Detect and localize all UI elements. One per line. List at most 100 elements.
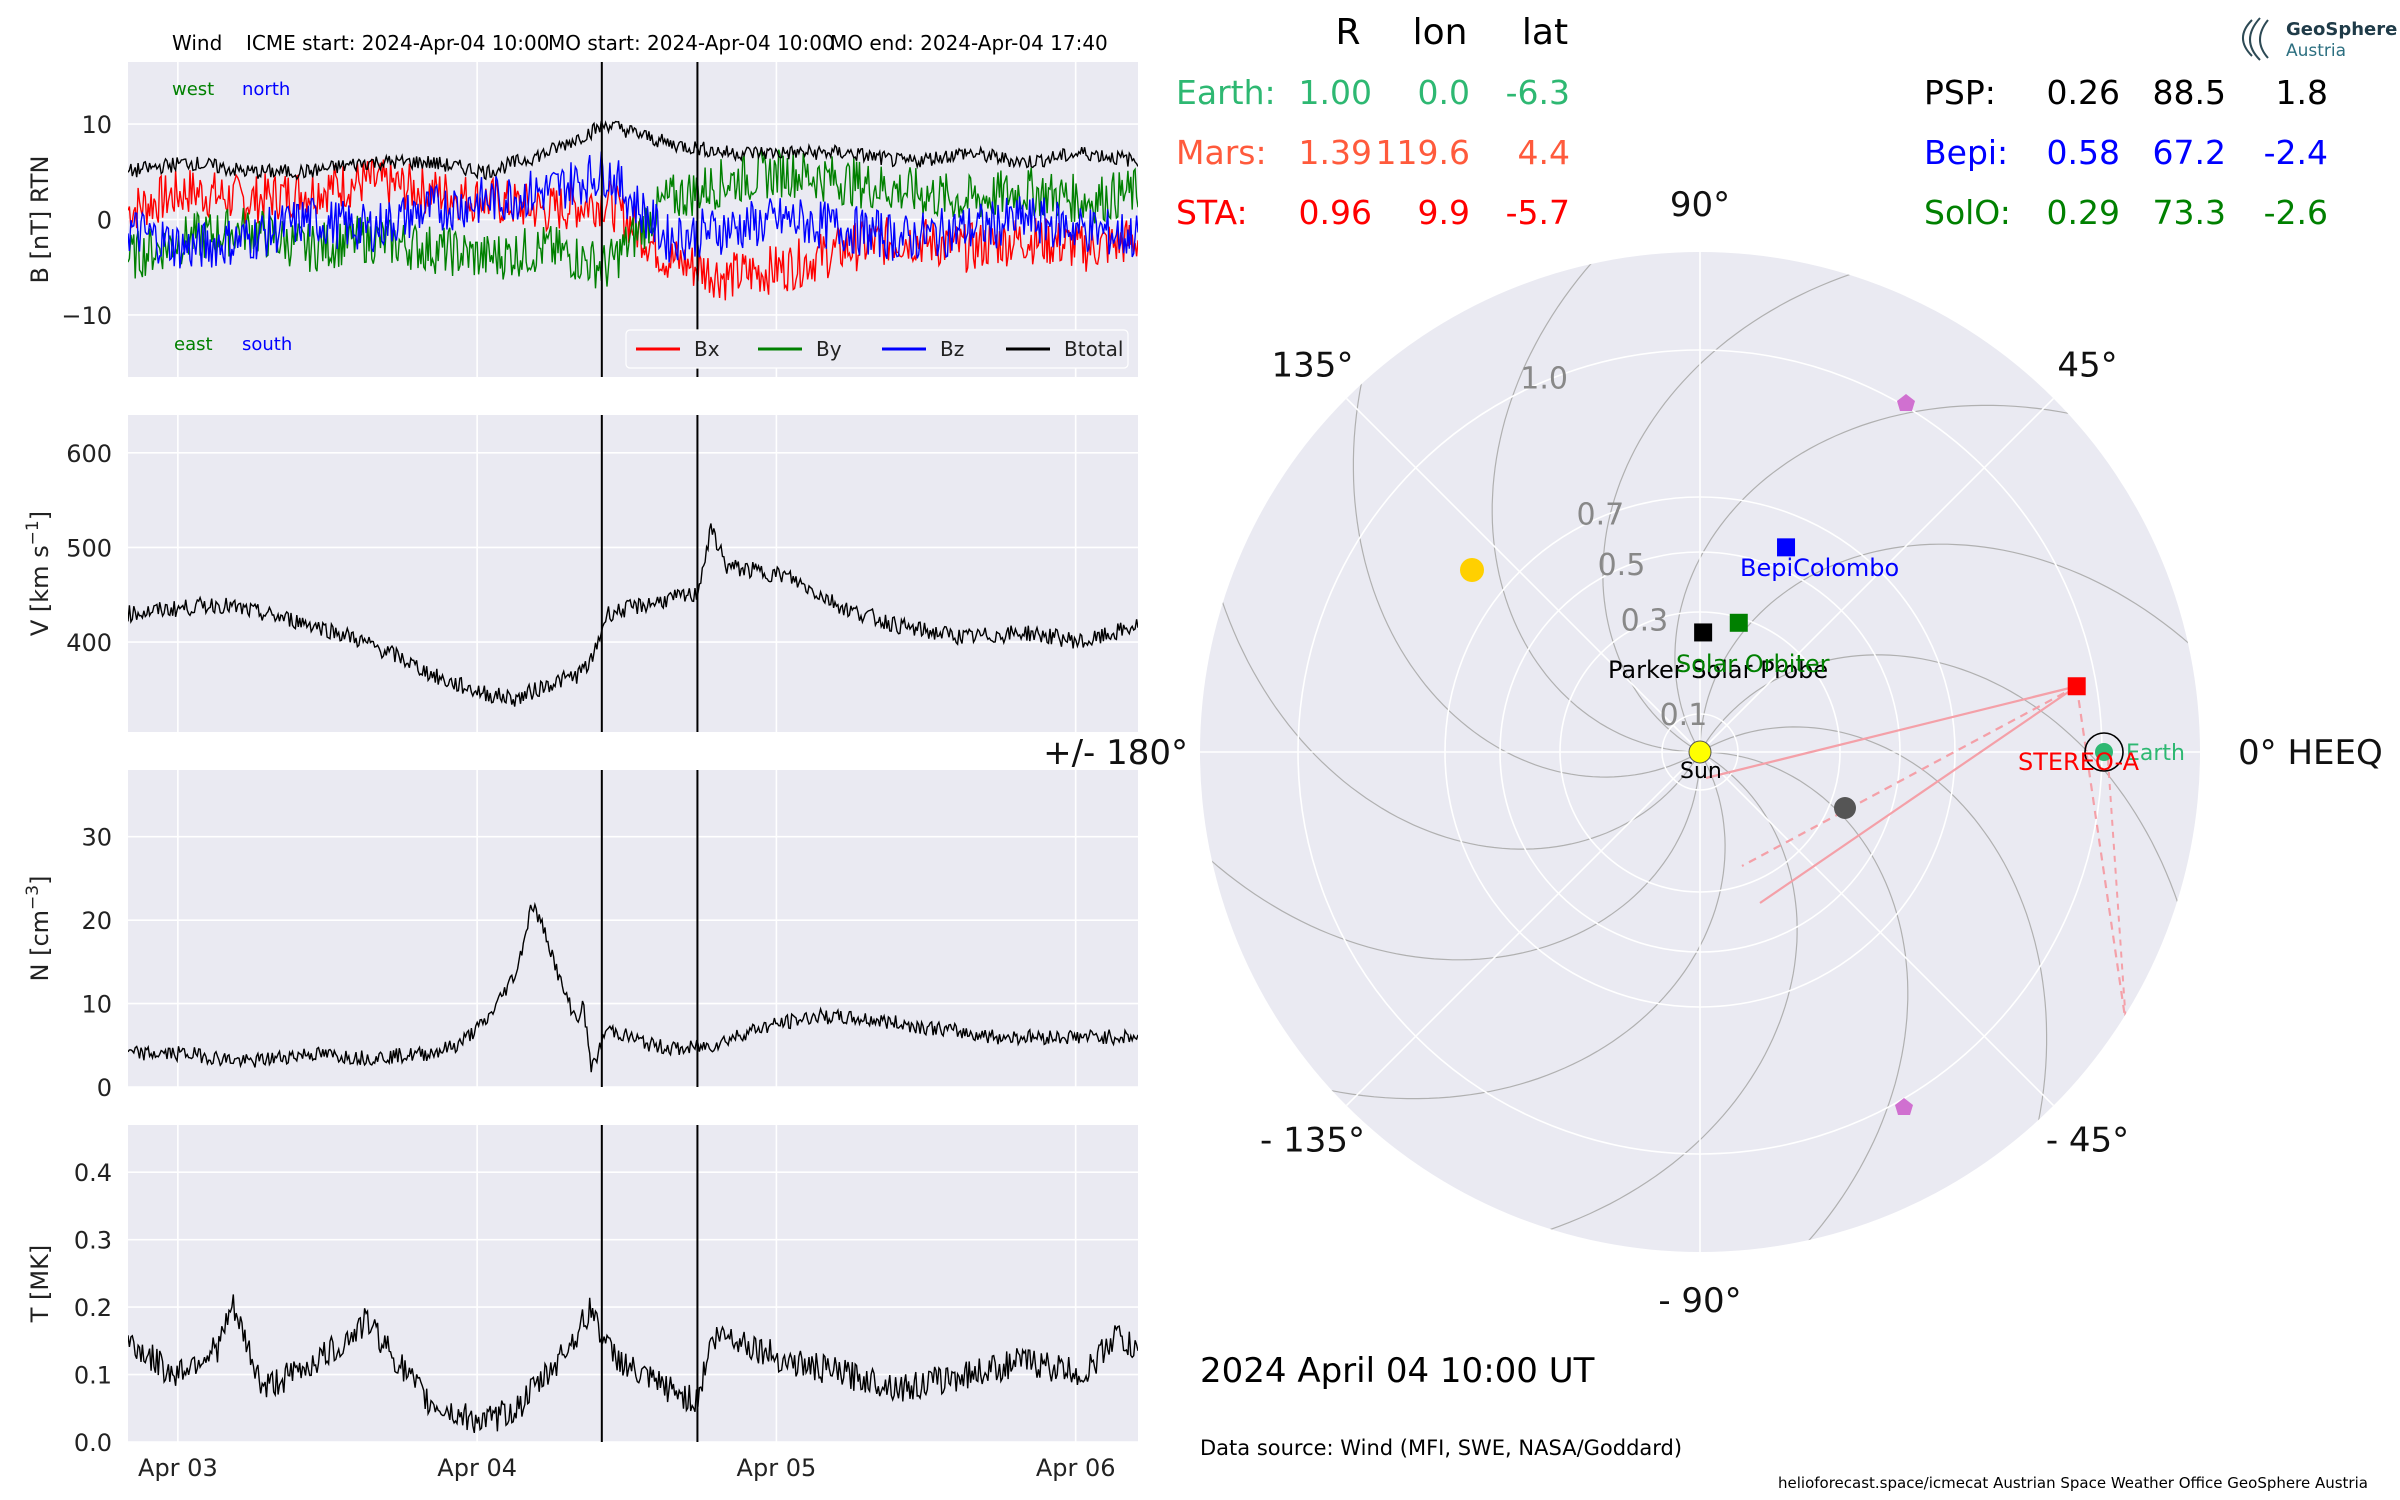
radius-label: 0.1 [1660,698,1708,733]
series-btotal [128,120,1138,181]
parker-spiral-line [1699,751,1909,1252]
y-axis-label: T [MK] [26,1245,54,1323]
table-header: lon [1413,12,1468,53]
radius-gridcircle [1499,551,1901,953]
panel-4: 0.4 0.3 0.2 0.1 0.0 T [MK] Apr 03 Apr 04 Apr 05 A… [26,1125,1138,1482]
parker-spiral-line [1352,300,1701,778]
angle-label: +/- 180° [1043,733,1188,773]
legend-label: By [816,337,842,361]
time-series-panels: 10 0 −10B [nT] RTN west north east south Bx By Bz… [23,62,1138,1482]
polar-plot: 1.0 0.7 0.5 0.3 0.1 0° HEEQ 45° 90° 135° +/- 180°… [1043,185,2383,1321]
radius-label: 0.7 [1577,497,1625,532]
logo-line2: Austria [2286,41,2346,61]
angle-gridline [1699,751,2055,1107]
y-tick-label: 600 [66,440,112,468]
logo-line1: GeoSphere [2286,19,2397,40]
y-tick-label: 20 [81,907,112,935]
parker-spiral-line [1699,654,2199,986]
angle-label: 45° [2057,346,2117,386]
angle-label: 135° [1272,346,1354,386]
body-bepi-label: BepiColombo [1740,554,1899,582]
body-psp-label: Parker Solar Probe [1608,656,1828,684]
annotation-north: north [242,79,290,100]
table-row-value: -2.6 [2264,193,2328,232]
pentagon-marker [1895,1098,1913,1115]
legend-label: Bz [940,337,964,361]
table-header: lat [1522,12,1568,53]
x-tick-label: Apr 03 [138,1454,218,1482]
annotation-south: south [242,334,292,355]
y-tick-label: 0.0 [74,1429,112,1457]
y-tick-label: 30 [81,824,112,852]
angle-gridline [1699,397,2055,753]
parker-spiral-line [1201,518,1701,850]
table-row-value: 4.4 [1518,133,1570,172]
parker-spiral-line [1602,253,1934,753]
angle-label: - 135° [1260,1120,1365,1160]
swirl-icon [2242,17,2269,61]
y-tick-label: 0 [97,207,112,235]
series-t [128,1294,1138,1434]
table-row-value: 67.2 [2153,133,2226,172]
earth-ring [2084,732,2124,772]
body-stereo-a [2067,677,2086,696]
header-mo-start: MO start: 2024-Apr-04 10:00 [548,31,835,55]
radius-gridcircle [1661,713,1739,791]
radius-gridcircle [1559,611,1841,893]
table-row-name: Mars: [1176,133,1267,172]
table-row-value: 1.00 [1299,73,1372,112]
parker-spiral-line [1699,726,2048,1204]
footer-credits: helioforecast.space/icmecat Austrian Spa… [1778,1474,2368,1492]
parker-spiral-line [1491,252,1701,753]
angle-label: - 90° [1658,1281,1741,1321]
cme-line [2075,686,2128,1025]
table-row-value: 88.5 [2153,73,2226,112]
table-row-value: 1.8 [2276,73,2328,112]
cme-line [1741,685,2078,867]
radius-label: 1.0 [1520,362,1568,397]
body-earth [2095,743,2113,761]
table-row-name: SolO: [1924,193,2011,232]
legend: Bx By Bz Btotal [625,329,1129,369]
y-tick-label: 500 [66,534,112,562]
y-tick-label: 0 [97,1074,112,1102]
table-row-value: 119.6 [1376,133,1470,172]
planet-marker [1834,797,1856,819]
angle-label: - 45° [2046,1120,2129,1160]
table-row-value: -6.3 [1506,73,1570,112]
y-tick-label: 400 [66,629,112,657]
body-mars [1460,558,1484,582]
series-v [128,523,1138,707]
panel-2: 600 500 400 V [km s−1] [23,415,1138,732]
y-tick-label: 0.2 [74,1294,112,1322]
cme-line [1705,685,2077,780]
y-tick-label: 10 [81,111,112,139]
panel-background [128,1125,1138,1442]
panel-3: 30 20 10 0 N [cm−3] [23,770,1138,1102]
angle-gridline [1345,751,1701,1107]
table-row-value: -5.7 [1506,193,1570,232]
radius-label: 0.5 [1598,548,1646,583]
annotation-west: west [172,79,214,100]
table-row-value: 0.0 [1418,73,1470,112]
x-tick-label: Apr 04 [437,1454,517,1482]
header-mo-end: MO end: 2024-Apr-04 17:40 [830,31,1108,55]
y-tick-label: −10 [61,302,112,330]
legend-label: Btotal [1064,337,1123,361]
body-psp [1694,623,1713,642]
table-row-value: 73.3 [2153,193,2226,232]
y-tick-label: 0.4 [74,1159,112,1187]
table-row-value: 0.96 [1299,193,1372,232]
angle-label: 90° [1670,185,1730,225]
geosphere-logo: GeoSphere Austria [2242,17,2397,61]
table-row-value: 0.29 [2047,193,2120,232]
parker-spiral-line [1248,751,1726,1100]
y-axis-label: B [nT] RTN [26,156,54,284]
y-tick-label: 0.3 [74,1227,112,1255]
panel-background [128,415,1138,732]
body-stereo-a-label: STEREO-A [2018,748,2140,776]
header-icme-start: ICME start: 2024-Apr-04 10:00 [246,31,549,55]
parker-spiral-line [1200,751,1701,961]
